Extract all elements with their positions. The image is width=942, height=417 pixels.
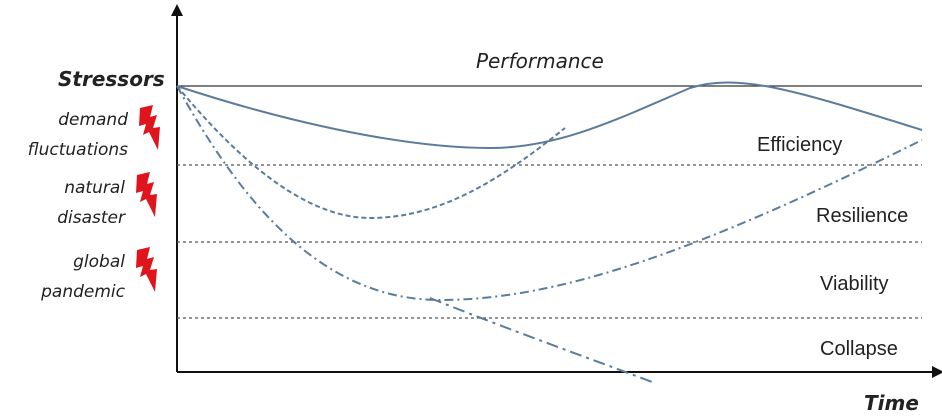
zone-label-resilience: Resilience [816,205,908,227]
stressor-disaster-line2: disaster [57,208,126,228]
stressor-disaster-line1: natural [64,178,125,198]
zone-label-collapse: Collapse [820,338,898,360]
x-axis-title: Time [864,391,919,415]
lightning-icon [139,105,160,150]
efficiency-curve [176,81,923,150]
performance-label: Performance [476,49,604,73]
y-axis-title: Stressors [58,67,165,91]
stressor-demand-line1: demand [58,110,128,130]
stressor-pandemic-line2: pandemic [40,282,126,302]
zone-label-efficiency: Efficiency [757,134,842,156]
lightning-icon [136,172,157,217]
resilience-curve [176,85,566,220]
viability-curve [176,85,923,302]
stressor-demand-line2: fluctuations [28,140,129,160]
zone-label-viability: Viability [820,273,889,295]
collapse-curve [429,297,656,384]
lightning-icon [136,247,157,292]
stressor-pandemic-line1: global [73,252,125,272]
